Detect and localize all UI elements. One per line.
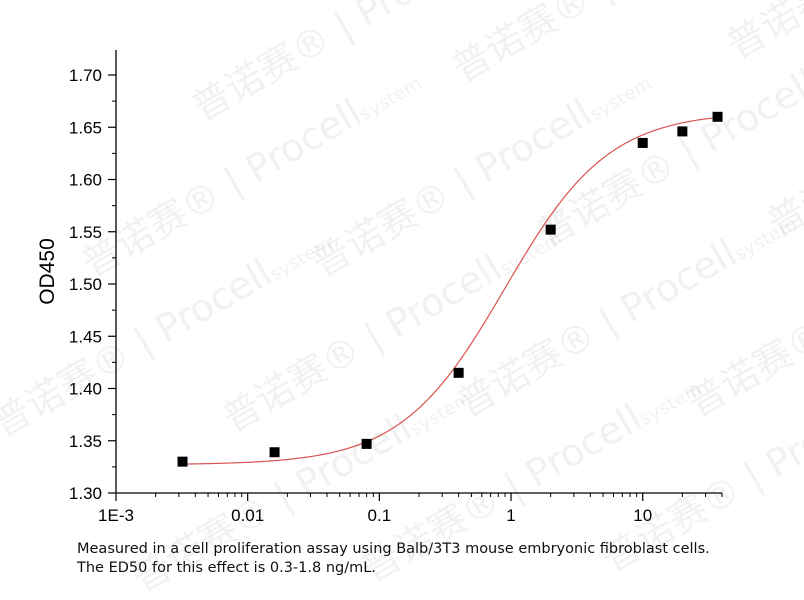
x-tick-label: 1	[506, 506, 515, 525]
y-tick-label: 1.65	[69, 118, 102, 137]
x-tick-label: 10	[633, 506, 652, 525]
data-point	[637, 137, 648, 148]
y-tick-label: 1.35	[69, 432, 102, 451]
data-point	[453, 367, 464, 378]
y-tick-label: 1.40	[69, 380, 102, 399]
y-tick-label: 1.60	[69, 171, 102, 190]
caption: Measured in a cell proliferation assay u…	[77, 540, 792, 578]
data-point	[712, 111, 723, 122]
y-tick-label: 1.45	[69, 327, 102, 346]
data-point	[545, 224, 556, 235]
y-tick-label: 1.50	[69, 275, 102, 294]
chart: 1.30 1.35 1.40 1.45 1.50 1.55 1.60 1.65 1.70 1E-3…	[36, 50, 723, 525]
y-tick-label: 1.55	[69, 223, 102, 242]
caption-line-2: The ED50 for this effect is 0.3-1.8 ng/m…	[77, 560, 376, 576]
fit-curve	[182, 116, 718, 465]
x-tick-label: 0.01	[231, 506, 264, 525]
data-point	[269, 447, 280, 458]
data-point	[361, 438, 372, 449]
x-tick-label: 0.1	[368, 506, 392, 525]
y-tick-label: 1.30	[69, 484, 102, 503]
data-point	[177, 456, 188, 467]
y-tick-label: 1.70	[69, 66, 102, 85]
y-axis-label: OD450	[36, 238, 59, 305]
x-tick-label: 1E-3	[98, 506, 134, 525]
caption-line-1: Measured in a cell proliferation assay u…	[77, 541, 710, 557]
data-point	[677, 126, 688, 137]
